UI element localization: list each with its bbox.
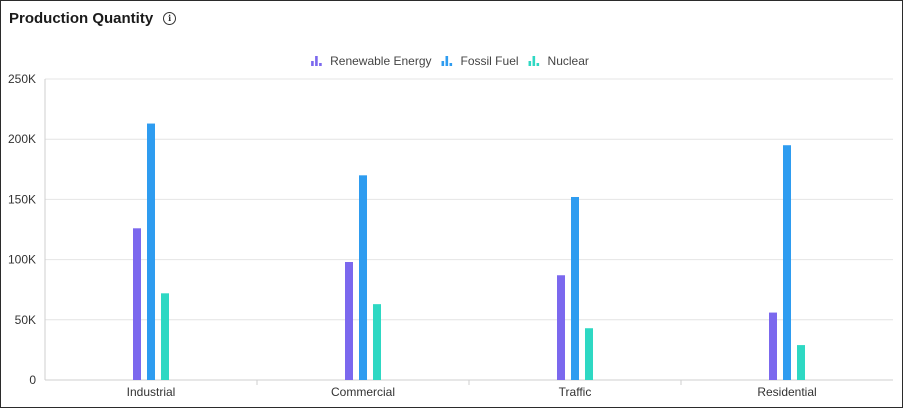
bar-nuclear[interactable]	[585, 328, 593, 380]
bar-nuclear[interactable]	[161, 293, 169, 380]
x-tick-label: Industrial	[127, 385, 176, 399]
bar-fossil-fuel[interactable]	[359, 175, 367, 380]
x-tick-label: Traffic	[559, 385, 592, 399]
legend-label[interactable]: Renewable Energy	[330, 54, 431, 68]
bar-fossil-fuel[interactable]	[783, 145, 791, 380]
legend-icon-nuclear	[536, 63, 540, 66]
x-tick-label: Residential	[757, 385, 816, 399]
y-tick-label: 50K	[15, 313, 36, 327]
legend-label[interactable]: Fossil Fuel	[461, 54, 519, 68]
legend-icon-renewable-energy	[315, 56, 318, 66]
bar-nuclear[interactable]	[373, 304, 381, 380]
legend-icon-nuclear	[528, 61, 532, 66]
legend-icon-nuclear	[532, 56, 536, 66]
bar-fossil-fuel[interactable]	[571, 196, 579, 380]
bar-renewable-energy[interactable]	[769, 312, 777, 380]
bar-renewable-energy[interactable]	[345, 262, 353, 380]
bar-nuclear[interactable]	[797, 345, 805, 380]
bar-renewable-energy[interactable]	[557, 275, 565, 380]
y-tick-label: 0	[29, 373, 36, 387]
x-tick-label: Commercial	[331, 385, 395, 399]
y-tick-label: 200K	[8, 132, 36, 146]
legend-icon-renewable-energy	[319, 63, 322, 66]
legend-icon-fossil-fuel	[449, 63, 453, 66]
y-tick-label: 250K	[8, 72, 36, 86]
info-icon[interactable]: i	[163, 11, 177, 25]
chart-title: Production Quantity	[9, 9, 154, 27]
y-tick-label: 150K	[8, 192, 36, 206]
legend-label[interactable]: Nuclear	[548, 54, 589, 68]
chart-header: Production Quantity i	[9, 7, 177, 29]
legend-icon-fossil-fuel	[445, 56, 449, 66]
bar-renewable-energy[interactable]	[133, 228, 141, 380]
bar-fossil-fuel[interactable]	[147, 123, 155, 380]
legend-icon-fossil-fuel	[441, 61, 445, 66]
legend-icon-renewable-energy	[311, 61, 314, 66]
y-tick-label: 100K	[8, 253, 36, 267]
